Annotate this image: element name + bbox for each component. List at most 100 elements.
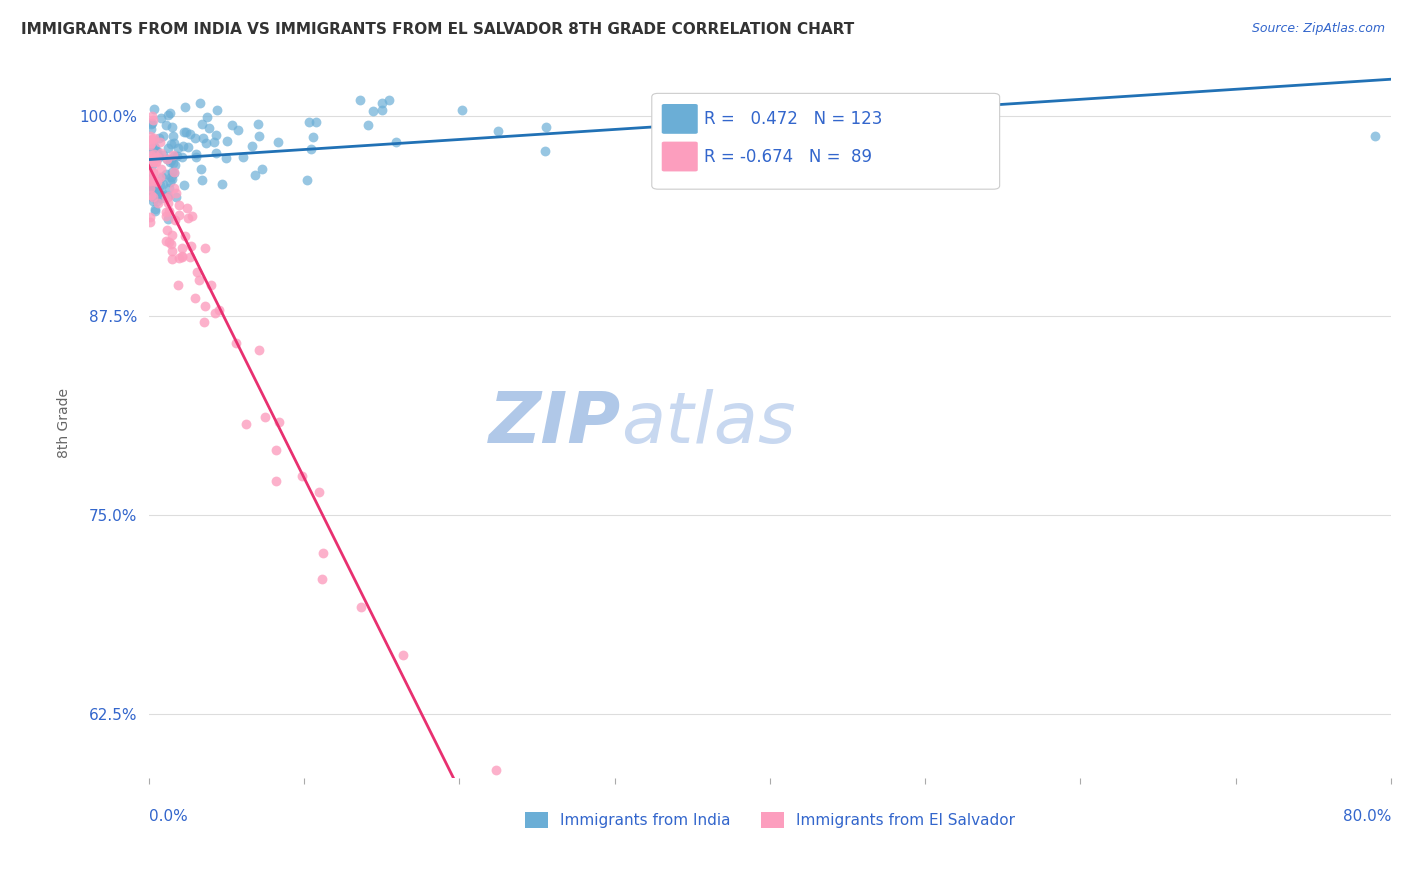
Point [195, 110, 218, 124]
Point [186, 150, 208, 164]
Point [145, 145, 167, 159]
Point [139, 188, 162, 202]
Point [180, 210, 202, 224]
Point [145, 179, 167, 194]
Point [146, 196, 169, 211]
Point [142, 166, 165, 180]
Point [148, 150, 170, 164]
Point [139, 184, 162, 198]
Point [163, 136, 186, 151]
Point [139, 138, 162, 153]
Point [174, 126, 197, 140]
Point [172, 251, 194, 265]
Point [165, 158, 187, 172]
Point [150, 188, 173, 202]
Point [167, 141, 190, 155]
Point [139, 152, 162, 166]
Point [155, 118, 177, 132]
Point [165, 186, 187, 200]
Point [162, 172, 184, 186]
Point [145, 155, 167, 169]
Point [141, 177, 163, 191]
Point [165, 213, 187, 227]
Point [748, 120, 770, 134]
Point [142, 194, 165, 208]
Point [204, 306, 226, 320]
Point [159, 106, 181, 120]
Point [152, 178, 174, 192]
Point [207, 302, 229, 317]
Point [139, 136, 162, 150]
Point [1364, 128, 1386, 143]
Point [146, 184, 169, 198]
Point [160, 153, 183, 168]
Point [194, 299, 217, 313]
Point [157, 181, 180, 195]
Point [156, 153, 179, 167]
Point [247, 129, 270, 144]
Point [155, 191, 177, 205]
Point [139, 148, 162, 162]
Point [202, 135, 225, 149]
Point [167, 251, 190, 265]
Point [235, 417, 257, 431]
Point [150, 169, 173, 184]
Point [536, 120, 558, 134]
Point [392, 648, 415, 663]
Point [312, 546, 335, 560]
Point [145, 153, 167, 168]
Point [139, 155, 162, 169]
Point [156, 212, 179, 227]
Point [485, 764, 508, 778]
Point [162, 120, 184, 134]
Point [145, 150, 167, 164]
Point [149, 170, 172, 185]
Point [139, 171, 162, 186]
Point [150, 186, 173, 200]
Point [139, 145, 162, 160]
Point [139, 211, 162, 225]
Point [385, 136, 408, 150]
Point [291, 469, 314, 483]
Point [160, 228, 183, 243]
Point [157, 204, 180, 219]
Point [295, 173, 318, 187]
Point [156, 196, 179, 211]
Point [160, 252, 183, 267]
Point [174, 228, 197, 243]
Point [160, 244, 183, 259]
Point [143, 147, 166, 161]
Text: 80.0%: 80.0% [1343, 809, 1391, 824]
Point [143, 203, 166, 218]
Point [142, 154, 165, 169]
Point [166, 190, 188, 204]
Point [191, 117, 214, 131]
Point [193, 315, 215, 329]
Point [159, 170, 181, 185]
Point [357, 118, 380, 132]
Point [534, 144, 557, 158]
Point [139, 152, 162, 166]
Point [142, 112, 165, 127]
Point [157, 141, 180, 155]
Point [143, 190, 166, 204]
Point [221, 118, 243, 132]
Point [204, 128, 226, 142]
Legend: Immigrants from India, Immigrants from El Salvador: Immigrants from India, Immigrants from E… [519, 806, 1021, 834]
Point [226, 123, 249, 137]
Point [159, 155, 181, 169]
Point [193, 131, 215, 145]
Point [177, 140, 200, 154]
Point [142, 186, 165, 200]
Point [139, 117, 162, 131]
Point [145, 179, 167, 194]
Point [247, 343, 270, 357]
Point [370, 96, 392, 111]
Point [150, 162, 173, 177]
Point [179, 128, 201, 142]
FancyBboxPatch shape [662, 104, 697, 134]
Point [170, 150, 193, 164]
Point [706, 134, 728, 148]
Point [378, 94, 401, 108]
Point [184, 291, 207, 305]
